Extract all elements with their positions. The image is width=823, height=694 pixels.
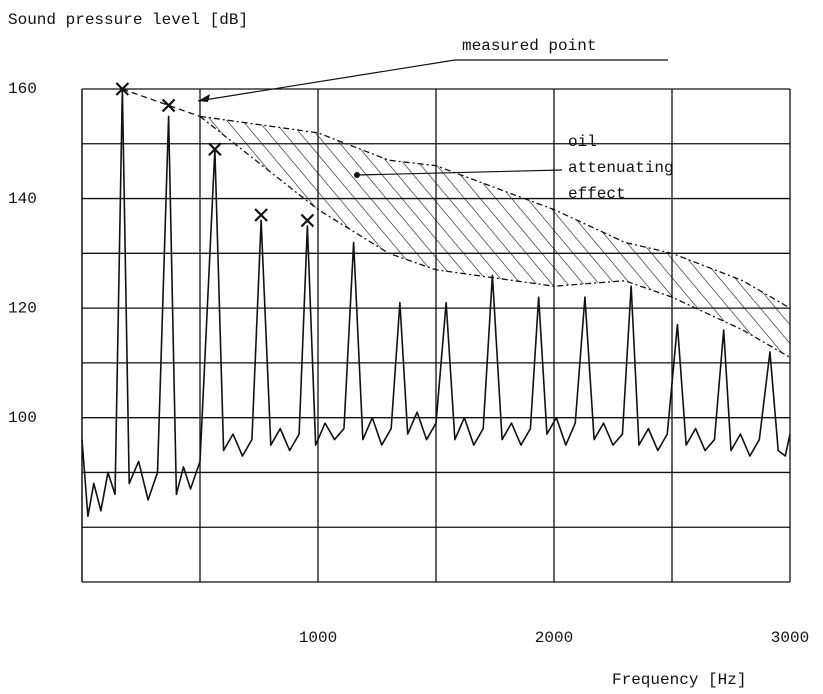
measured-point — [300, 213, 315, 228]
y-tick-label: 120 — [8, 299, 37, 317]
annotation-arrow — [197, 59, 456, 102]
annotation: effect — [568, 185, 626, 203]
measured-point — [254, 208, 268, 222]
arrow-head — [198, 94, 210, 102]
annotation: measured point — [462, 37, 596, 55]
x-axis-label: Frequency [Hz] — [612, 671, 746, 689]
y-tick-label: 160 — [8, 80, 37, 98]
spectrum-line — [81, 88, 791, 518]
x-tick-label: 3000 — [771, 629, 809, 647]
annotation: oil — [568, 133, 597, 151]
band-boundary — [199, 115, 791, 358]
x-tick-label: 2000 — [535, 629, 573, 647]
measured-point — [208, 142, 222, 157]
measured-trend — [122, 88, 201, 118]
y-axis-label: Sound pressure level [dB] — [8, 11, 248, 29]
measured-point — [161, 98, 176, 113]
measured-point — [115, 82, 130, 96]
y-tick-label: 140 — [8, 190, 37, 208]
hatch-area — [200, 116, 790, 358]
annotation: attenuating — [568, 159, 674, 177]
y-tick-label: 100 — [8, 409, 37, 427]
x-tick-label: 1000 — [299, 629, 337, 647]
band-boundary — [199, 115, 791, 309]
